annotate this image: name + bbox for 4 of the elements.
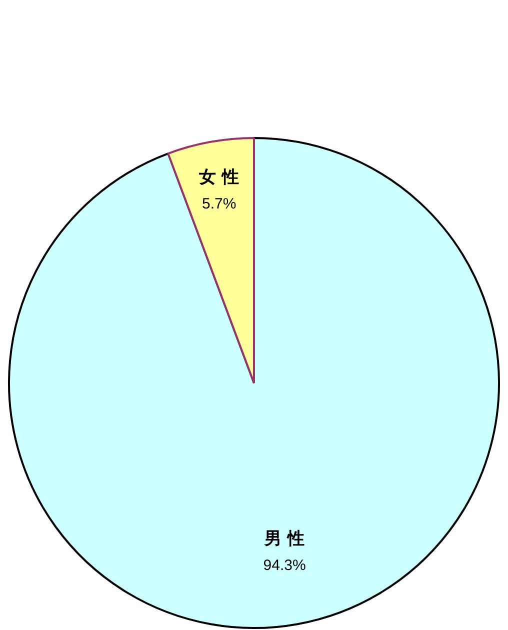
data-label: 94.3% (263, 556, 306, 574)
slice-label: 男 性 (264, 529, 305, 550)
data-label: 5.7% (202, 195, 236, 212)
slice-label: 女 性 (198, 168, 240, 188)
